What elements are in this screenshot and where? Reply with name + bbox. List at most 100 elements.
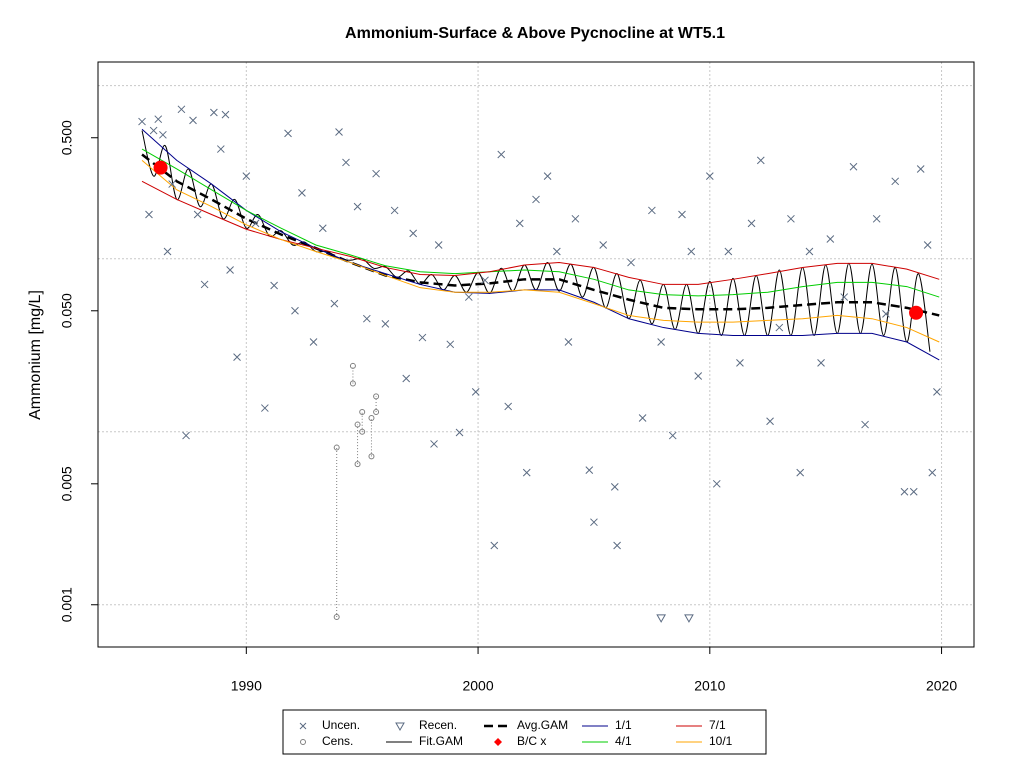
uncensored-point — [694, 372, 703, 380]
uncensored-point — [504, 402, 513, 411]
series-line — [141, 153, 940, 317]
y-axis-label: Ammonium [mg/L] — [27, 290, 44, 420]
uncensored-point — [210, 108, 218, 117]
uncensored-point — [872, 214, 881, 223]
uncensored-point — [553, 247, 561, 256]
uncensored-point — [138, 117, 146, 126]
uncensored-point — [648, 206, 656, 215]
uncensored-point — [418, 333, 427, 342]
uncensored-point — [826, 235, 835, 243]
uncensored-point — [390, 206, 399, 215]
recensored-point — [656, 614, 667, 623]
censored-low — [359, 428, 366, 435]
uncensored-point — [409, 229, 418, 238]
legend-label: Cens. — [322, 734, 353, 748]
uncensored-point — [149, 126, 158, 135]
uncensored-point — [497, 150, 506, 159]
uncensored-point — [840, 293, 849, 301]
uncensored-point — [189, 116, 197, 125]
y-tick-label: 0.050 — [59, 293, 75, 328]
uncensored-point — [434, 241, 443, 249]
uncensored-point — [291, 306, 299, 315]
plot-area — [138, 105, 941, 623]
uncensored-point — [861, 420, 869, 429]
censored-high — [359, 409, 366, 416]
uncensored-point — [372, 169, 380, 178]
uncensored-point — [668, 431, 677, 440]
uncensored-point — [522, 468, 531, 477]
legend-label: B/C x — [517, 734, 546, 748]
legend-symbol — [299, 722, 307, 730]
y-tick-label: 0.500 — [59, 120, 75, 155]
censored-low — [368, 453, 375, 460]
bc-point — [909, 305, 924, 320]
uncensored-point — [362, 314, 371, 323]
uncensored-point — [610, 483, 619, 491]
y-tick-label: 0.005 — [59, 466, 75, 501]
legend-box — [282, 709, 767, 755]
uncensored-point — [515, 219, 524, 228]
uncensored-point — [200, 280, 209, 289]
uncensored-point — [599, 241, 608, 249]
uncensored-point — [270, 281, 278, 290]
uncensored-point — [318, 224, 327, 233]
uncensored-point — [736, 359, 744, 367]
legend-symbol — [300, 739, 306, 745]
uncensored-point — [747, 219, 756, 228]
uncensored-point — [168, 180, 177, 188]
legend-symbol — [395, 722, 405, 732]
uncensored-point — [585, 466, 594, 474]
uncensored-point — [590, 518, 598, 527]
x-tick-label: 2000 — [462, 678, 493, 694]
uncensored-point — [756, 156, 765, 165]
uncensored-point — [532, 195, 540, 204]
uncensored-point — [787, 214, 795, 223]
uncensored-point — [298, 189, 306, 197]
uncensored-point — [342, 158, 350, 167]
uncensored-point — [678, 210, 686, 219]
uncensored-point — [543, 172, 552, 180]
uncensored-point — [455, 428, 464, 437]
uncensored-point — [335, 128, 343, 136]
censored-low — [373, 409, 380, 416]
bc-point — [153, 160, 168, 175]
series-line — [141, 128, 940, 361]
uncensored-point — [159, 130, 167, 139]
legend-label: 4/1 — [615, 734, 632, 748]
legend-label: 1/1 — [615, 718, 632, 732]
uncensored-point — [627, 258, 635, 267]
uncensored-point — [817, 359, 825, 367]
uncensored-point — [464, 293, 473, 301]
legend-label: 10/1 — [709, 734, 733, 748]
series-line — [141, 180, 940, 285]
uncensored-point — [309, 338, 318, 346]
series-line — [141, 148, 940, 298]
legend-label: Recen. — [419, 718, 457, 732]
uncensored-point — [766, 417, 774, 426]
censored-low — [349, 380, 356, 387]
chart-title: Ammonium-Surface & Above Pycnocline at W… — [345, 25, 725, 42]
legend-label: Fit.GAM — [419, 734, 463, 748]
uncensored-point — [928, 468, 937, 477]
y-tick-label: 0.001 — [59, 587, 75, 622]
uncensored-point — [177, 105, 186, 114]
uncensored-point — [242, 172, 251, 180]
censored-low — [354, 461, 361, 468]
uncensored-point — [446, 340, 455, 349]
legend-label: Avg.GAM — [517, 718, 568, 732]
legend-label: Uncen. — [322, 718, 360, 732]
uncensored-point — [261, 404, 269, 412]
plot-frame — [97, 61, 975, 648]
uncensored-point — [613, 541, 621, 550]
uncensored-point — [923, 241, 932, 249]
series-line — [141, 159, 940, 343]
uncensored-point — [900, 487, 909, 496]
uncensored-point — [724, 247, 733, 256]
uncensored-point — [402, 374, 411, 383]
uncensored-point — [490, 541, 499, 550]
uncensored-point — [163, 247, 172, 256]
uncensored-point — [933, 387, 941, 396]
